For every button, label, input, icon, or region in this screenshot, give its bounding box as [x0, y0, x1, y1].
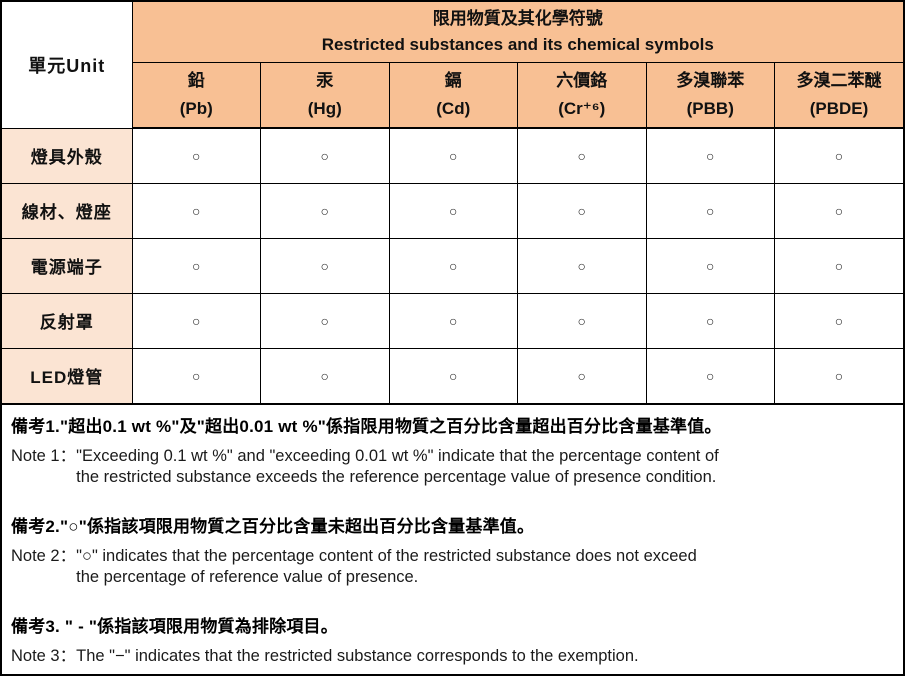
column-header-symbol: (PBDE) [809, 98, 869, 118]
note-1-en-prefix: Note 1： [11, 447, 77, 465]
note-2: 備考2."○"係指該項限用物質之百分比含量未超出百分比含量基準值。 Note 2… [11, 515, 893, 588]
column-header-symbol: (Hg) [307, 98, 342, 118]
compliance-mark: ○ [517, 127, 647, 184]
notes-section: 備考1."超出0.1 wt %"及"超出0.01 wt %"係指限用物質之百分比… [2, 403, 903, 667]
compliance-mark: ○ [774, 237, 903, 294]
compliance-mark: ○ [774, 292, 903, 349]
compliance-mark: ○ [131, 237, 261, 294]
group-header-en: Restricted substances and its chemical s… [321, 34, 714, 54]
note-2-en-prefix: Note 2： [11, 547, 77, 565]
column-header-zh: 鉛 [187, 70, 205, 90]
table-row: 反射罩 ○ ○ ○ ○ ○ ○ [2, 292, 903, 349]
column-header-zh: 汞 [316, 70, 334, 90]
compliance-mark: ○ [645, 182, 775, 239]
compliance-mark: ○ [388, 182, 518, 239]
note-3-en-line: The "−" indicates that the restricted su… [76, 647, 639, 665]
note-3: 備考3. " - "係指該項限用物質為排除項目。 Note 3： The "−"… [11, 615, 893, 667]
restricted-substances-table: 單元Unit 限用物質及其化學符號 Restricted substances … [2, 2, 903, 403]
note-1-en: Note 1： "Exceeding 0.1 wt %" and "exceed… [11, 446, 893, 488]
note-2-en-line: "○" indicates that the percentage conten… [76, 547, 697, 565]
row-label: LED燈管 [2, 347, 133, 403]
compliance-mark: ○ [517, 237, 647, 294]
row-label: 反射罩 [2, 292, 133, 349]
compliance-mark: ○ [260, 292, 390, 349]
column-header-cd: 鎘 (Cd) [388, 61, 518, 129]
compliance-mark: ○ [388, 127, 518, 184]
compliance-mark: ○ [517, 182, 647, 239]
column-header-hg: 汞 (Hg) [260, 61, 390, 129]
compliance-mark: ○ [131, 127, 261, 184]
compliance-mark: ○ [517, 347, 647, 403]
group-header-zh: 限用物質及其化學符號 [432, 8, 603, 28]
note-1-en-line: "Exceeding 0.1 wt %" and "exceeding 0.01… [76, 447, 719, 465]
note-3-zh: 備考3. " - "係指該項限用物質為排除項目。 [11, 617, 338, 636]
column-header-symbol: (Cr⁺⁶) [558, 98, 606, 118]
column-header-pbb: 多溴聯苯 (PBB) [645, 61, 775, 129]
table-row: 線材、燈座 ○ ○ ○ ○ ○ ○ [2, 182, 903, 239]
column-header-zh: 六價鉻 [556, 70, 608, 90]
column-header-symbol: (Cd) [436, 98, 471, 118]
column-header-pbde: 多溴二苯醚 (PBDE) [774, 61, 903, 129]
compliance-mark: ○ [645, 127, 775, 184]
compliance-mark: ○ [260, 347, 390, 403]
column-header-symbol: (PBB) [686, 98, 734, 118]
note-1: 備考1."超出0.1 wt %"及"超出0.01 wt %"係指限用物質之百分比… [11, 415, 893, 488]
note-1-zh: 備考1."超出0.1 wt %"及"超出0.01 wt %"係指限用物質之百分比… [11, 417, 722, 436]
note-2-zh: 備考2."○"係指該項限用物質之百分比含量未超出百分比含量基準值。 [11, 517, 535, 536]
compliance-mark: ○ [131, 182, 261, 239]
compliance-mark: ○ [131, 292, 261, 349]
compliance-mark: ○ [388, 237, 518, 294]
note-3-en-prefix: Note 3： [11, 647, 77, 665]
compliance-mark: ○ [388, 347, 518, 403]
compliance-mark: ○ [260, 237, 390, 294]
note-2-en: Note 2： "○" indicates that the percentag… [11, 546, 893, 588]
column-header-zh: 鎘 [444, 70, 462, 90]
note-1-en-line: the restricted substance exceeds the ref… [76, 468, 717, 486]
column-header-symbol: (Pb) [179, 98, 213, 118]
compliance-mark: ○ [260, 182, 390, 239]
column-header-zh: 多溴聯苯 [676, 70, 745, 90]
compliance-mark: ○ [774, 127, 903, 184]
compliance-mark: ○ [388, 292, 518, 349]
table-row: 燈具外殼 ○ ○ ○ ○ ○ ○ [2, 127, 903, 184]
group-header-cell: 限用物質及其化學符號 Restricted substances and its… [131, 2, 903, 63]
row-label: 電源端子 [2, 237, 133, 294]
compliance-mark: ○ [260, 127, 390, 184]
compliance-mark: ○ [517, 292, 647, 349]
compliance-mark: ○ [645, 292, 775, 349]
compliance-mark: ○ [645, 347, 775, 403]
column-header-pb: 鉛 (Pb) [132, 61, 261, 129]
unit-header-cell: 單元Unit [2, 2, 133, 129]
compliance-mark: ○ [774, 347, 903, 403]
compliance-mark: ○ [131, 347, 261, 403]
column-header-cr6: 六價鉻 (Cr⁺⁶) [517, 61, 647, 129]
table-row: 電源端子 ○ ○ ○ ○ ○ ○ [2, 237, 903, 294]
column-header-zh: 多溴二苯醚 [796, 70, 882, 90]
note-3-en: Note 3： The "−" indicates that the restr… [11, 646, 893, 667]
compliance-mark: ○ [645, 237, 775, 294]
row-label: 燈具外殼 [2, 127, 133, 184]
row-label: 線材、燈座 [2, 182, 133, 239]
note-2-en-line: the percentage of reference value of pre… [76, 568, 419, 586]
table-row: LED燈管 ○ ○ ○ ○ ○ ○ [2, 347, 903, 403]
compliance-mark: ○ [774, 182, 903, 239]
